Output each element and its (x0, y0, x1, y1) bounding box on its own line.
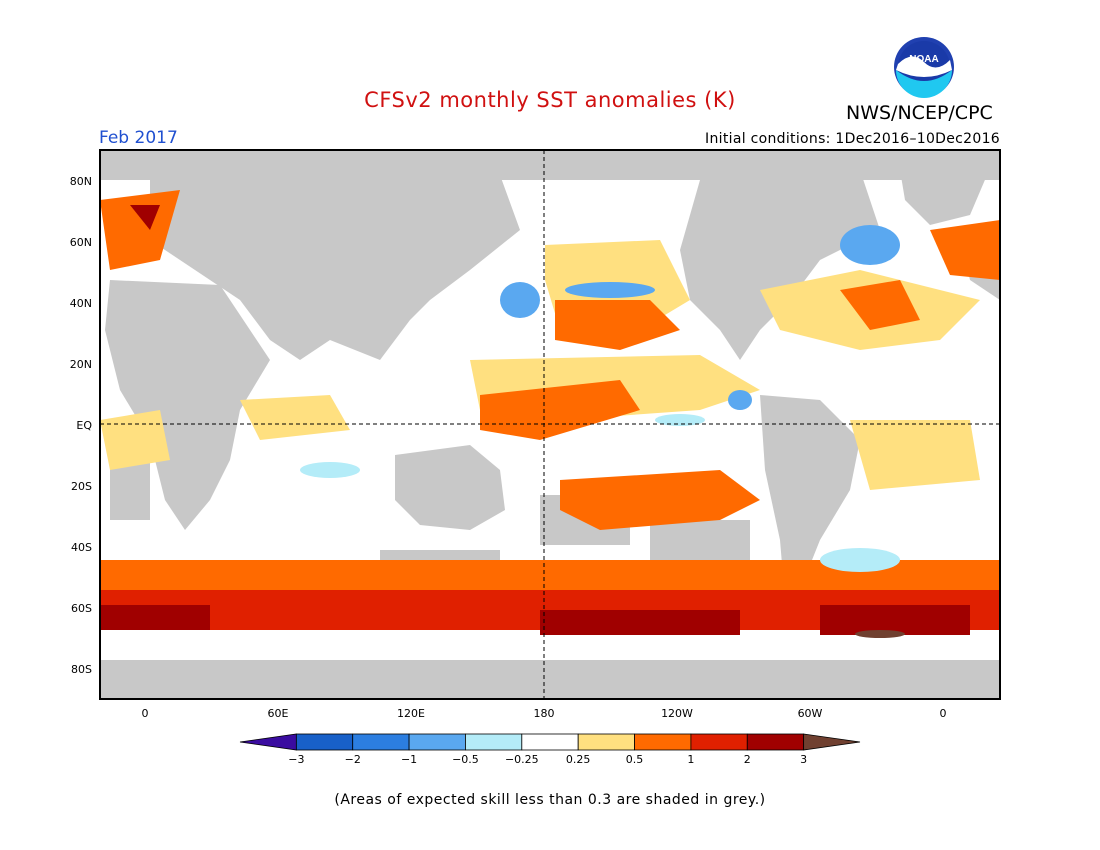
lon-tick-120w: 120W (661, 707, 693, 720)
lon-tick-60e: 60E (268, 707, 289, 720)
colorbar-label: −0.25 (505, 753, 539, 766)
initial-conditions: Initial conditions: 1Dec2016–10Dec2016 (705, 131, 1000, 147)
colorbar-label: 1 (687, 753, 694, 766)
colorbar-swatch (634, 733, 692, 751)
lon-tick-0-east: 0 (940, 707, 947, 720)
colorbar-swatch (408, 733, 466, 751)
colorbar-label: 2 (744, 753, 751, 766)
colorbar-swatch (746, 733, 805, 751)
noaa-logo: NOAA (894, 37, 954, 98)
colorbar-swatch (295, 733, 354, 751)
forecast-month: Feb 2017 (99, 128, 178, 148)
map-frame (99, 149, 1001, 700)
cool-anomalies (300, 225, 900, 572)
colorbar-swatch (803, 733, 861, 751)
organization-label: NWS/NCEP/CPC (846, 102, 993, 124)
colorbar-swatch (239, 733, 297, 751)
warm-anomalies (100, 190, 1000, 638)
lon-tick-0: 0 (142, 707, 149, 720)
lat-tick-20s: 20S (71, 480, 92, 493)
colorbar-swatch (521, 733, 579, 751)
lon-tick-120e: 120E (397, 707, 425, 720)
map-panel (99, 149, 1001, 700)
colorbar-label: −2 (345, 753, 361, 766)
colorbar-label: 3 (800, 753, 807, 766)
lat-tick-60s: 60S (71, 602, 92, 615)
footnote: (Areas of expected skill less than 0.3 a… (334, 792, 766, 808)
colorbar-label: −3 (288, 753, 304, 766)
colorbar-swatch (352, 733, 410, 751)
lat-tick-40s: 40S (71, 541, 92, 554)
colorbar-swatch (690, 733, 748, 751)
lat-tick-40n: 40N (70, 297, 92, 310)
colorbar-swatch (465, 733, 523, 751)
noaa-logo-text: NOAA (909, 54, 938, 65)
colorbar-swatch (577, 733, 635, 751)
lat-tick-80n: 80N (70, 175, 92, 188)
colorbar-label: 0.5 (626, 753, 644, 766)
lat-tick-80s: 80S (71, 663, 92, 676)
colorbar: −3 −2 −1 −0.5 −0.25 0.25 0.5 1 2 3 (239, 733, 861, 766)
colorbar-label: 0.25 (566, 753, 591, 766)
colorbar-label: −1 (401, 753, 417, 766)
longitude-axis: 0 60E 120E 180 120W 60W 0 (142, 707, 947, 720)
chart-title: CFSv2 monthly SST anomalies (K) (364, 88, 736, 112)
colorbar-label: −0.5 (452, 753, 479, 766)
lat-tick-20n: 20N (70, 358, 92, 371)
lat-tick-60n: 60N (70, 236, 92, 249)
latitude-axis: 80N 60N 40N 20N EQ 20S 40S 60S 80S (70, 175, 93, 676)
lon-tick-180: 180 (534, 707, 555, 720)
lat-tick-eq: EQ (76, 419, 92, 432)
lon-tick-60w: 60W (798, 707, 823, 720)
